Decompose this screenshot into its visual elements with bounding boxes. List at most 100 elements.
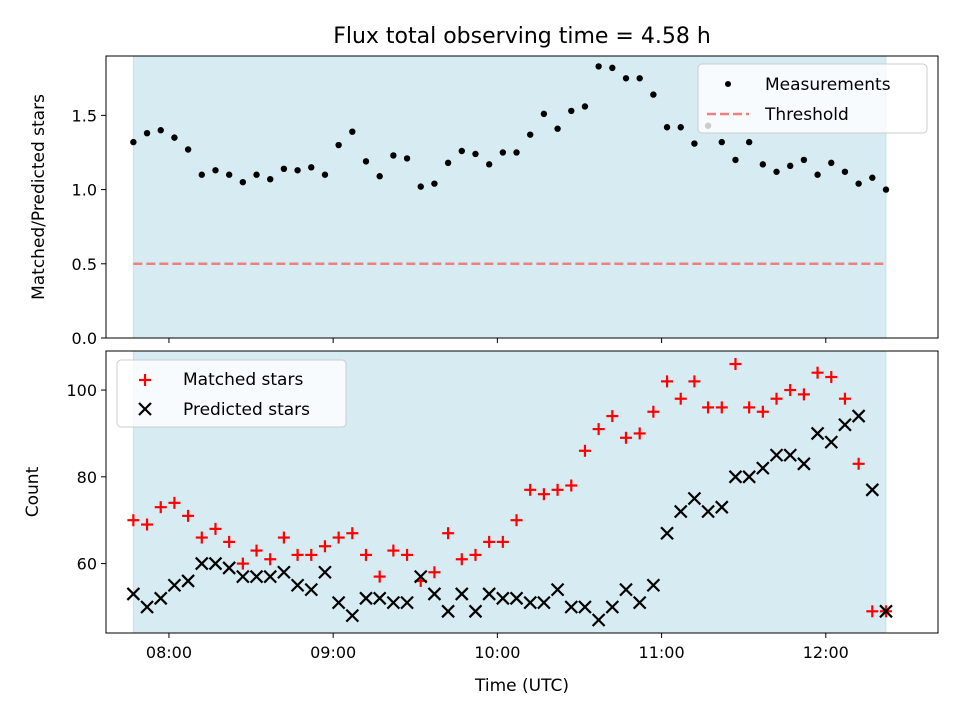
measurement-point [280,165,288,172]
measurement-point [787,162,794,170]
matched-star-point [428,566,441,579]
matched-star-point [770,392,783,405]
predicted-star-point [126,587,141,601]
matched-star-point [305,548,318,561]
predicted-star-point [236,569,250,584]
predicted-star-point [345,608,360,623]
measurement-point [143,129,151,137]
predicted-star-point [249,569,264,584]
measurement-point [390,152,397,159]
measurement-point [335,141,342,149]
measurement-point [198,171,205,178]
predicted-star-point [441,604,455,619]
top-y-tick-label: 0.0 [72,329,97,348]
matched-star-point [647,405,660,418]
measurement-point [869,174,876,181]
measurement-point [321,171,329,178]
predicted-star-point [728,470,743,484]
matched-star-point [551,483,564,496]
top-legend: Measurements Threshold [697,63,928,134]
measurement-point [403,155,411,162]
measurement-point [595,63,602,70]
matched-star-point [141,518,154,531]
matched-star-point [797,388,810,401]
measurement-point [253,171,260,178]
matched-star-point [838,392,851,405]
x-tick-label: 10:00 [474,643,520,662]
measurement-point [622,75,630,82]
predicted-star-point [290,578,305,593]
measurement-point [157,127,164,134]
matched-star-point [633,427,646,440]
bottom-y-tick-label: 100 [66,381,97,400]
predicted-star-point [195,556,209,571]
measurement-point [568,107,575,115]
predicted-star-point [783,448,797,462]
measurement-point [376,173,383,180]
matched-star-point [715,401,728,414]
matched-star-point [469,548,482,561]
measurement-point [294,167,301,174]
matched-star-point [496,535,509,548]
matched-star-point [729,358,742,371]
top-y-tick-label: 0.5 [72,255,97,274]
matched-star-point [250,544,263,557]
matched-star-point [852,457,865,470]
measurement-point [773,168,780,175]
measurement-point [855,180,862,187]
legend-threshold-label: Threshold [764,105,849,125]
predicted-star-point [742,470,756,484]
measurement-point [513,149,520,156]
predicted-star-point [660,526,674,540]
measurement-point [499,149,507,156]
matched-star-point [373,570,386,583]
measurement-point [828,159,835,167]
measurement-point [485,161,493,168]
measurement-point [225,171,233,178]
measurement-point [677,124,684,131]
predicted-star-point [427,587,442,601]
predicted-star-point [400,595,414,610]
x-tick-label: 08:00 [146,643,192,662]
measurement-point [554,125,561,132]
matched-star-point [318,540,331,553]
matched-star-point [401,548,414,561]
matched-star-point [182,509,195,522]
top-panel: Flux total observing time = 4.58 h 0.0 0.… [29,24,939,348]
top-y-axis-label: Matched/Predicted stars [29,94,49,300]
matched-star-point [661,375,674,388]
predicted-star-point [797,457,811,471]
measurement-point [349,128,356,135]
top-y-tick-label: 1.5 [72,106,97,125]
predicted-star-point [482,587,496,601]
predicted-star-point [865,483,880,497]
predicted-star-point [509,591,524,606]
predicted-star-point [687,491,702,506]
measurement-point [171,134,178,141]
predicted-star-point [879,604,893,619]
measurement-point [472,150,479,158]
matched-star-point [209,522,222,535]
predicted-star-point [550,582,565,597]
predicted-star-point [673,504,688,519]
matched-star-point [346,527,359,540]
predicted-star-point [263,569,277,584]
x-tick-label: 09:00 [310,643,356,662]
matched-star-point [442,527,455,540]
bottom-y-tick-label: 60 [77,555,97,574]
predicted-star-point [523,595,537,610]
top-plot-frame [105,55,939,339]
predicted-star-point [564,600,579,614]
matched-star-point [127,514,140,527]
predicted-star-point [715,500,729,514]
measurement-point [540,110,548,118]
predicted-star-point [140,600,154,614]
matched-star-point [811,366,824,379]
measurement-point [636,75,643,82]
matched-star-point [674,392,687,405]
measurement-point [691,140,698,147]
matched-star-point [264,553,277,566]
measurement-point [239,178,247,186]
matched-star-point [277,531,290,544]
